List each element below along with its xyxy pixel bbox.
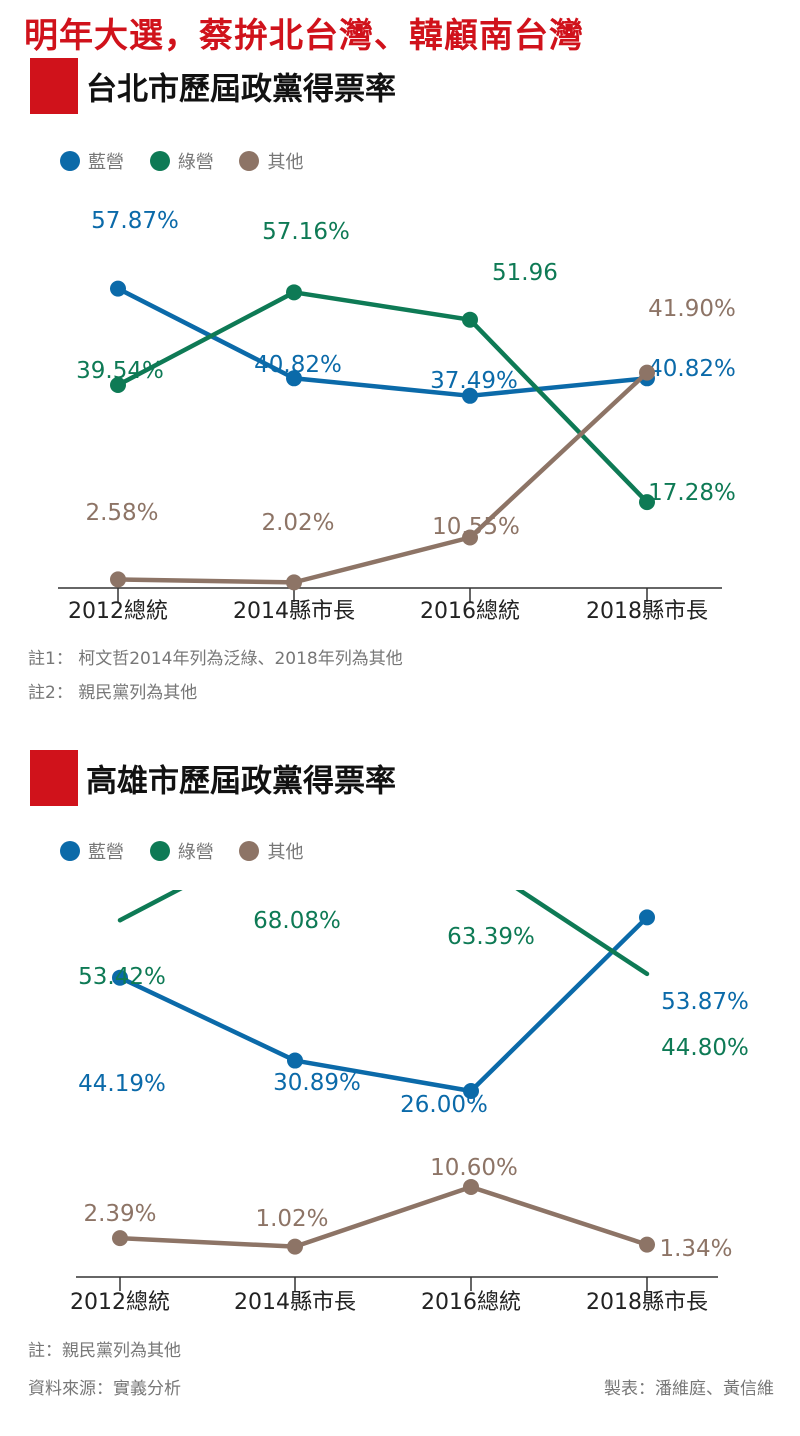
data-source: 資料來源：實義分析: [28, 1379, 181, 1399]
legend-label: 其他: [267, 152, 304, 173]
taipei-section-title: 台北市歷屆政黨得票率: [30, 58, 396, 114]
data-label-other: 1.02%: [255, 1206, 328, 1232]
data-point-green: [462, 311, 478, 328]
data-label-other: 2.02%: [261, 510, 334, 536]
data-point-green: [286, 284, 302, 301]
data-label-green: 44.80%: [661, 1035, 749, 1061]
data-label-blue: 26.00%: [400, 1092, 488, 1118]
data-label-blue: 40.82%: [254, 352, 342, 378]
data-point-blue: [639, 909, 655, 926]
legend-label: 其他: [267, 842, 304, 863]
data-point-other: [463, 1178, 479, 1195]
legend-item-blue: 藍營: [60, 838, 124, 864]
kaohsiung-title-text: 高雄市歷屆政黨得票率: [86, 763, 396, 800]
taipei-title-text: 台北市歷屆政黨得票率: [86, 71, 396, 108]
x-axis-category-label: 2014縣市長: [233, 599, 355, 624]
x-axis-category-label: 2012總統: [68, 599, 168, 624]
title-marker: [30, 750, 78, 806]
data-point-blue: [286, 370, 302, 387]
data-label-other: 10.60%: [430, 1155, 518, 1181]
data-label-other: 1.34%: [659, 1236, 732, 1262]
data-point-other: [112, 1230, 128, 1247]
series-line-green: [117, 890, 650, 977]
kaohsiung-section-title: 高雄市歷屆政黨得票率: [30, 750, 396, 806]
data-label-blue: 37.49%: [430, 368, 518, 394]
data-label-blue: 53.87%: [661, 989, 749, 1015]
data-point-green: [639, 494, 655, 511]
x-axis-category-label: 2018縣市長: [586, 599, 708, 624]
data-label-other: 2.58%: [85, 500, 158, 526]
data-label-green: 39.54%: [76, 358, 164, 384]
x-axis-category-label: 2016總統: [421, 1290, 521, 1315]
legend-item-green: 綠營: [149, 838, 214, 864]
legend-dot-green: [149, 151, 170, 171]
data-label-green: 57.16%: [262, 219, 350, 245]
legend-label: 藍營: [88, 842, 124, 863]
kaohsiung-legend: 藍營 綠營 其他: [60, 838, 323, 864]
x-axis-category-label: 2018縣市長: [586, 1290, 708, 1315]
series-line-other: [115, 370, 650, 585]
data-point-green: [110, 377, 126, 394]
legend-item-other: 其他: [239, 838, 303, 864]
data-label-blue: 40.82%: [648, 356, 736, 382]
data-point-other: [639, 364, 655, 381]
data-point-blue: [287, 1052, 303, 1069]
legend-dot-other: [239, 151, 260, 171]
data-point-other: [110, 571, 126, 588]
data-point-other: [462, 529, 478, 546]
legend-dot-other: [239, 841, 260, 861]
series-line-blue: [115, 286, 650, 399]
data-point-blue: [462, 387, 478, 404]
credit: 製表：潘維庭、黃信維: [604, 1379, 774, 1399]
data-point-blue: [463, 1083, 479, 1100]
taipei-legend: 藍營 綠營 其他: [60, 148, 323, 174]
data-point-other: [287, 1238, 303, 1255]
legend-item-other: 其他: [239, 148, 303, 174]
x-axis-category-label: 2014縣市長: [234, 1290, 356, 1315]
data-point-other: [639, 1236, 655, 1253]
data-label-other: 41.90%: [648, 296, 736, 322]
data-label-other: 10.55%: [432, 514, 520, 540]
series-line-green: [115, 290, 650, 505]
taipei-note-1: 註1： 柯文哲2014年列為泛綠、2018年列為其他: [28, 649, 403, 669]
kaohsiung-line-chart: 2012總統 2014縣市長 2016總統 2018縣市長 44.19% 30.89% 26…: [70, 890, 749, 1315]
data-point-other: [286, 574, 302, 591]
title-marker: [30, 58, 78, 114]
headline: 明年大選，蔡拚北台灣、韓顧南台灣: [24, 16, 584, 56]
kaohsiung-note: 註：親民黨列為其他: [28, 1341, 181, 1361]
legend-dot-green: [149, 841, 170, 861]
series-line-blue: [117, 915, 650, 1094]
data-label-blue: 30.89%: [273, 1070, 361, 1096]
legend-dot-blue: [60, 151, 80, 171]
legend-label: 綠營: [177, 152, 214, 173]
legend-label: 藍營: [88, 152, 124, 173]
data-point-blue: [110, 280, 126, 297]
data-label-blue: 57.87%: [91, 208, 179, 234]
taipei-note-2: 註2： 親民黨列為其他: [28, 683, 198, 703]
legend-item-green: 綠營: [149, 148, 214, 174]
x-axis-category-label: 2012總統: [70, 1290, 170, 1315]
data-label-green: 63.39%: [447, 924, 535, 950]
legend-item-blue: 藍營: [60, 148, 124, 174]
legend-dot-blue: [60, 841, 80, 861]
taipei-line-chart: 2012總統 2014縣市長 2016總統 2018縣市長 57.87% 40.82% 37…: [58, 208, 736, 624]
data-label-blue: 44.19%: [78, 1071, 166, 1097]
series-line-other: [117, 1184, 650, 1249]
data-label-green: 53.42%: [78, 964, 166, 990]
data-label-other: 2.39%: [83, 1201, 156, 1227]
data-label-green: 51.96: [492, 260, 558, 286]
data-point-blue: [112, 969, 128, 986]
data-label-green: 17.28%: [648, 480, 736, 506]
legend-label: 綠營: [177, 842, 214, 863]
data-label-green: 68.08%: [253, 908, 341, 934]
x-axis-category-label: 2016總統: [420, 599, 520, 624]
